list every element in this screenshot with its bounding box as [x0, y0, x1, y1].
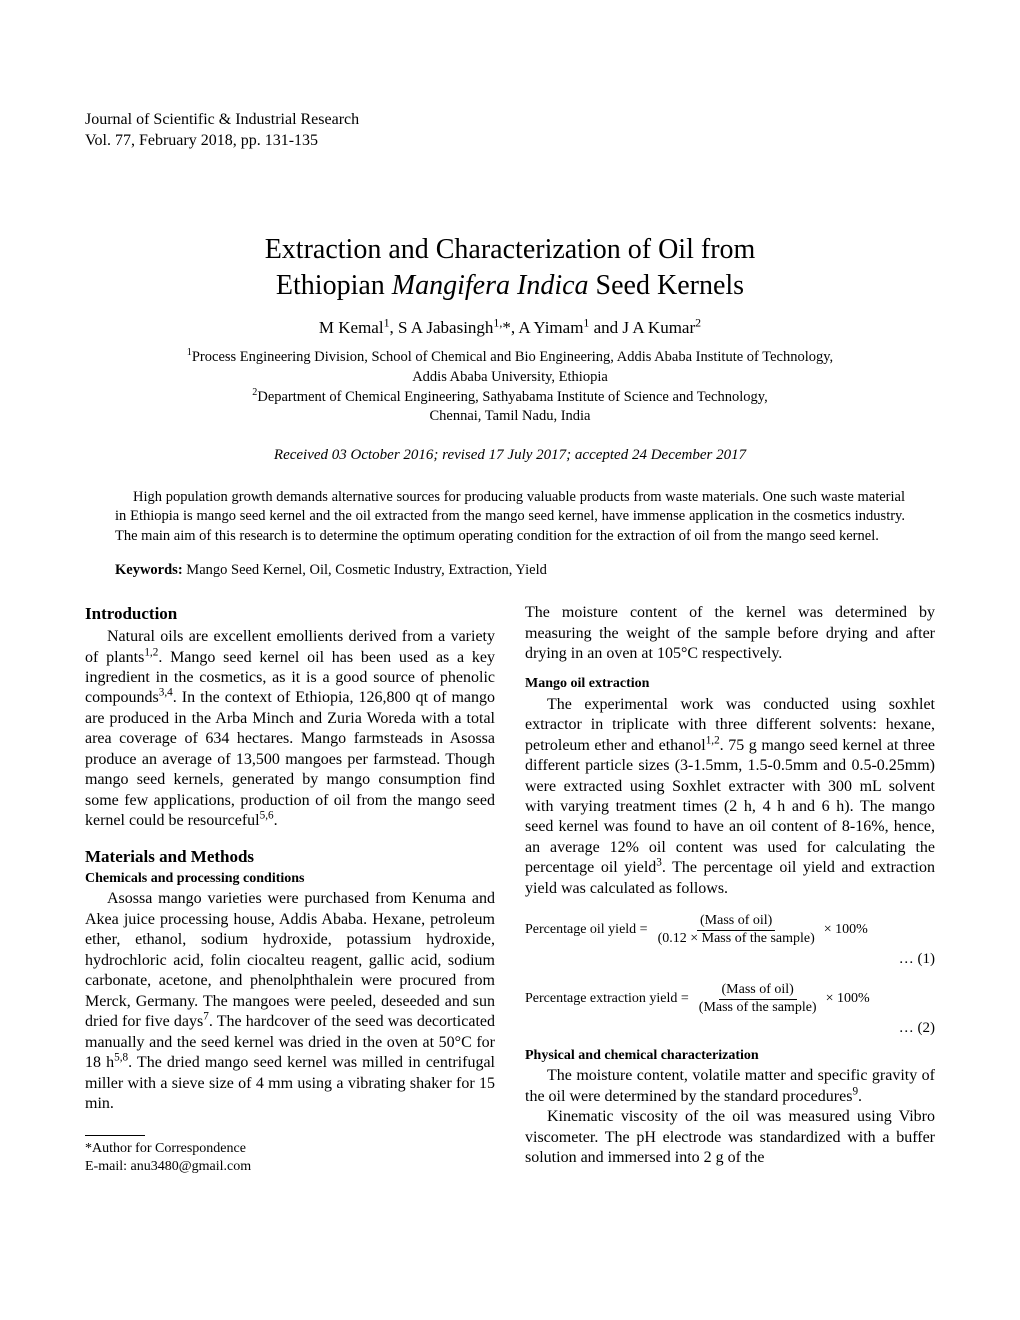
eq1-number: … (1): [525, 950, 935, 968]
eq2-tail: × 100%: [826, 991, 870, 1008]
right-column: The moisture content of the kernel was d…: [525, 603, 935, 1176]
title-line2-italic: Mangifera Indica: [392, 270, 589, 301]
intro-paragraph: Natural oils are excellent emollients de…: [85, 627, 495, 832]
equation-1: Percentage oil yield = (Mass of oil) (0.…: [525, 913, 935, 968]
phys-paragraph-1: The moisture content, volatile matter an…: [525, 1066, 935, 1107]
journal-header: Journal of Scientific & Industrial Resea…: [85, 110, 935, 152]
title-line1: Extraction and Characterization of Oil f…: [265, 234, 756, 265]
affil-line: Chennai, Tamil Nadu, India: [85, 407, 935, 427]
keywords-label: Keywords:: [115, 562, 183, 578]
eq1-denominator: (0.12 × Mass of the sample): [655, 931, 818, 948]
footnote-line1: *Author for Correspondence: [85, 1140, 495, 1158]
extraction-paragraph: The experimental work was conducted usin…: [525, 695, 935, 900]
authors: M Kemal1, S A Jabasingh1,*, A Yimam1 and…: [85, 318, 935, 338]
dates: Received 03 October 2016; revised 17 Jul…: [85, 447, 935, 464]
journal-vol: Vol. 77, February 2018, pp. 131-135: [85, 131, 935, 152]
eq1-fraction: (Mass of oil) (0.12 × Mass of the sample…: [655, 913, 818, 948]
keywords-text: Mango Seed Kernel, Oil, Cosmetic Industr…: [183, 562, 547, 578]
heading-mango-oil-extraction: Mango oil extraction: [525, 675, 935, 693]
footnote-rule: [85, 1135, 145, 1136]
left-column: Introduction Natural oils are excellent …: [85, 603, 495, 1176]
eq1-label: Percentage oil yield =: [525, 922, 648, 939]
eq2-fraction: (Mass of oil) (Mass of the sample): [696, 982, 820, 1017]
journal-name: Journal of Scientific & Industrial Resea…: [85, 110, 935, 131]
abstract: High population growth demands alternati…: [115, 488, 905, 547]
affil-line: 2Department of Chemical Engineering, Sat…: [85, 388, 935, 408]
eq2-numerator: (Mass of oil): [719, 982, 797, 1000]
heading-materials-methods: Materials and Methods: [85, 846, 495, 868]
eq1-numerator: (Mass of oil): [697, 913, 775, 931]
footnote: *Author for Correspondence E-mail: anu34…: [85, 1140, 495, 1176]
footnote-line2: E-mail: anu3480@gmail.com: [85, 1158, 495, 1176]
body-columns: Introduction Natural oils are excellent …: [85, 603, 935, 1176]
page: Journal of Scientific & Industrial Resea…: [0, 0, 1020, 1320]
affil-line: 1Process Engineering Division, School of…: [85, 348, 935, 368]
affiliations: 1Process Engineering Division, School of…: [85, 348, 935, 426]
keywords: Keywords: Mango Seed Kernel, Oil, Cosmet…: [115, 562, 905, 579]
abstract-text: High population growth demands alternati…: [115, 488, 905, 547]
title-line2-plain: Ethiopian: [276, 270, 392, 301]
heading-phys-chem: Physical and chemical characterization: [525, 1047, 935, 1065]
heading-chemicals: Chemicals and processing conditions: [85, 870, 495, 888]
article-title: Extraction and Characterization of Oil f…: [85, 232, 935, 305]
eq2-label: Percentage extraction yield =: [525, 991, 689, 1008]
moisture-paragraph: The moisture content of the kernel was d…: [525, 603, 935, 664]
heading-introduction: Introduction: [85, 603, 495, 625]
eq1-tail: × 100%: [824, 922, 868, 939]
eq2-denominator: (Mass of the sample): [696, 1000, 820, 1017]
phys-paragraph-2: Kinematic viscosity of the oil was measu…: [525, 1107, 935, 1168]
equation-2: Percentage extraction yield = (Mass of o…: [525, 982, 935, 1037]
affil-line: Addis Ababa University, Ethiopia: [85, 368, 935, 388]
title-line2-tail: Seed Kernels: [589, 270, 745, 301]
eq2-number: … (2): [525, 1019, 935, 1037]
chemicals-paragraph: Asossa mango varieties were purchased fr…: [85, 889, 495, 1114]
